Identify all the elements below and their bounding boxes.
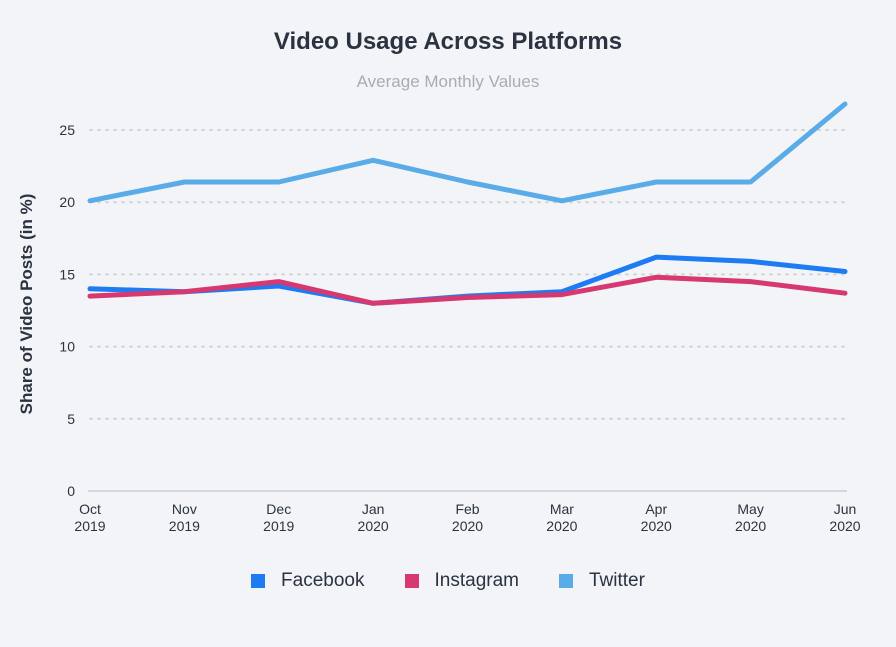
x-tick-label: Feb 2020 bbox=[452, 501, 483, 534]
y-axis-label: Share of Video Posts (in %) bbox=[17, 194, 36, 415]
legend-item-twitter[interactable]: Twitter bbox=[558, 570, 645, 592]
x-tick-label: May 2020 bbox=[735, 501, 766, 534]
legend-label: Facebook bbox=[281, 570, 365, 591]
x-tick-label: Oct 2019 bbox=[74, 501, 105, 534]
legend-swatch bbox=[251, 574, 266, 588]
x-tick-label: Nov 2019 bbox=[169, 501, 200, 534]
series-line-instagram bbox=[87, 274, 848, 306]
x-tick-label: Mar 2020 bbox=[546, 501, 577, 534]
chart-title: Video Usage Across Platforms bbox=[273, 28, 623, 55]
y-tick-label: 15 bbox=[59, 266, 75, 282]
y-tick-label: 0 bbox=[67, 483, 75, 499]
y-tick-label: 20 bbox=[59, 194, 75, 210]
x-tick-label: Jun 2020 bbox=[829, 501, 860, 534]
legend-item-instagram[interactable]: Instagram bbox=[404, 570, 519, 592]
x-tick-label: Dec 2019 bbox=[263, 501, 294, 534]
legend-label: Twitter bbox=[588, 570, 645, 591]
legend-swatch bbox=[558, 574, 573, 588]
legend: Facebook Instagram Twitter bbox=[0, 570, 896, 592]
gridlines bbox=[88, 129, 847, 492]
y-tick-label: 10 bbox=[59, 339, 75, 355]
y-tick-label: 25 bbox=[59, 122, 75, 138]
series-line-twitter bbox=[87, 101, 848, 204]
legend-item-facebook[interactable]: Facebook bbox=[251, 570, 365, 592]
legend-swatch bbox=[404, 574, 419, 588]
series-lines bbox=[87, 101, 848, 306]
legend-label: Instagram bbox=[434, 570, 519, 591]
x-tick-label: Jan 2020 bbox=[358, 501, 389, 534]
y-tick-label: 5 bbox=[67, 411, 75, 427]
chart-subtitle: Average Monthly Values bbox=[356, 72, 540, 91]
x-tick-label: Apr 2020 bbox=[641, 501, 672, 534]
axes: 0 5 10 15 20 25 Oct 2019 Nov 2019 Dec 2019 Jan 2020 Fe… bbox=[59, 122, 860, 534]
